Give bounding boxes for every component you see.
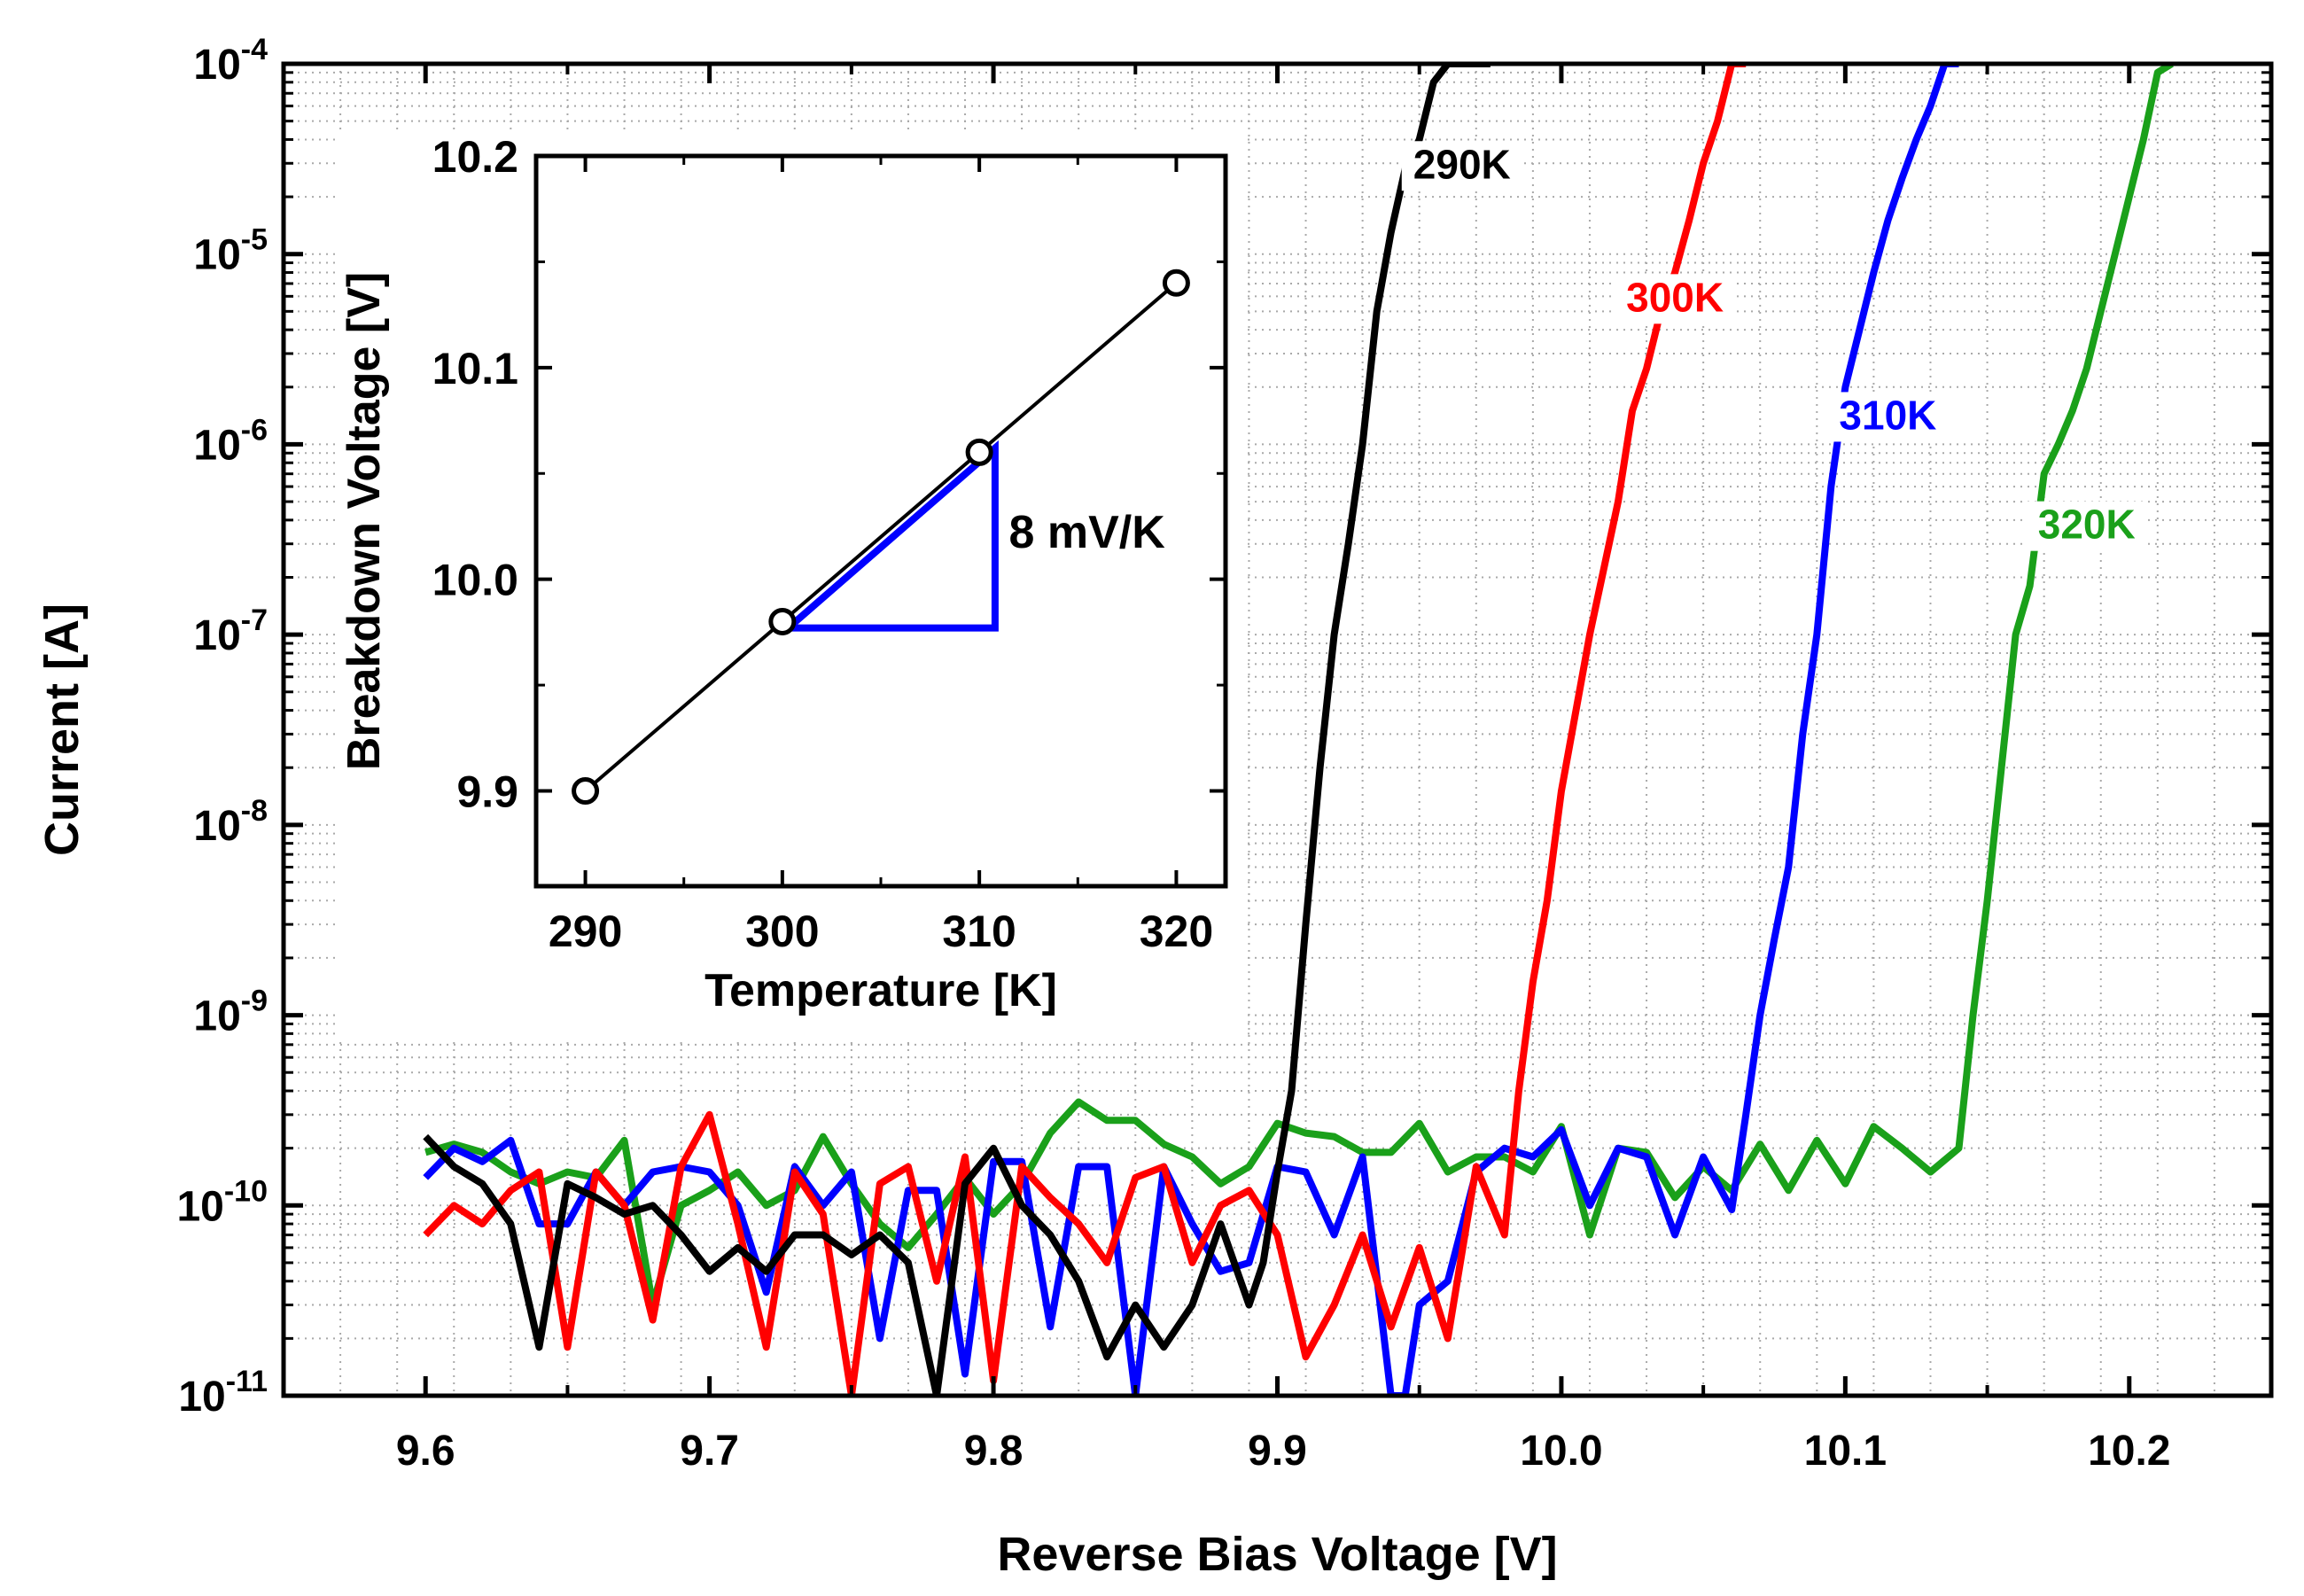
curve-label-bg [1401, 141, 1522, 191]
inset-y-axis-title: Breakdown Voltage [V] [339, 272, 390, 770]
inset-chart: 290 300 310 320 9.9 10.0 10.1 10.2 Temperature … [337, 132, 1243, 1037]
x-tick-label: 10.1 [1804, 1428, 1887, 1475]
inset-data-point [768, 607, 797, 635]
x-tick-label: 9.7 [680, 1428, 739, 1475]
main-curve-labels: 290K 300K 310K 320K [1401, 141, 2147, 551]
curve-label-320K: 320K [2038, 502, 2136, 548]
x-tick-label: 9.6 [396, 1428, 455, 1475]
inset-x-tick-label: 290 [549, 907, 622, 956]
inset-fit-line [584, 281, 1178, 793]
inset-axis-ticks: 290 300 310 320 9.9 10.0 10.1 10.2 [432, 132, 1226, 956]
inset-data-point [965, 438, 993, 466]
y-tick-label: 10-8 [193, 794, 268, 850]
inset-data-point [572, 777, 600, 806]
series-line-320K [424, 64, 2174, 1309]
inset-x-tick-label: 320 [1140, 907, 1213, 956]
series-line-290K [423, 64, 1491, 1396]
inset-x-tick-label: 310 [942, 907, 1016, 956]
curve-label-300K: 300K [1626, 274, 1724, 320]
curve-label-bg [1615, 274, 1736, 324]
slope-annotation: 8 mV/K [1008, 507, 1165, 558]
x-tick-label: 10.0 [1520, 1428, 1602, 1475]
inset-y-tick-label: 10.1 [432, 344, 518, 393]
x-tick-label: 9.8 [964, 1428, 1024, 1475]
inset-y-tick-label: 10.2 [432, 132, 518, 182]
y-tick-label: 10-6 [193, 413, 268, 469]
curve-label-bg [2026, 501, 2147, 551]
series-line-310K [423, 64, 1959, 1396]
inset-y-tick-label: 10.0 [432, 556, 518, 605]
inset-y-tick-label: 9.9 [456, 767, 518, 817]
inset-x-tick-label: 300 [745, 907, 819, 956]
series-line-300K [423, 64, 1747, 1396]
y-tick-label: 10-11 [178, 1365, 268, 1421]
y-tick-label: 10-7 [193, 603, 268, 659]
y-tick-label: 10-10 [176, 1174, 268, 1230]
curve-label-290K: 290K [1413, 141, 1511, 187]
y-tick-label: 10-9 [193, 985, 268, 1040]
inset-x-axis-title: Temperature [K] [704, 965, 1057, 1016]
curve-label-bg [1827, 392, 1949, 442]
main-axis-ticks: 9.6 9.7 9.8 9.9 10.0 10.1 10.2 10-4 10-5 10-6 10-7… [176, 33, 2271, 1475]
y-axis-title: Current [A] [35, 603, 89, 856]
inset-data-point [1162, 269, 1190, 297]
y-tick-label: 10-5 [193, 223, 268, 279]
main-series-group [423, 64, 2174, 1396]
main-grid [284, 64, 2271, 1396]
x-axis-title: Reverse Bias Voltage [V] [997, 1528, 1557, 1581]
y-tick-label: 10-4 [193, 33, 268, 89]
slope-triangle [778, 440, 999, 632]
curve-label-310K: 310K [1839, 392, 1936, 438]
x-tick-label: 10.2 [2088, 1428, 2170, 1475]
x-tick-label: 9.9 [1248, 1428, 1307, 1475]
inset-content [572, 269, 1190, 806]
